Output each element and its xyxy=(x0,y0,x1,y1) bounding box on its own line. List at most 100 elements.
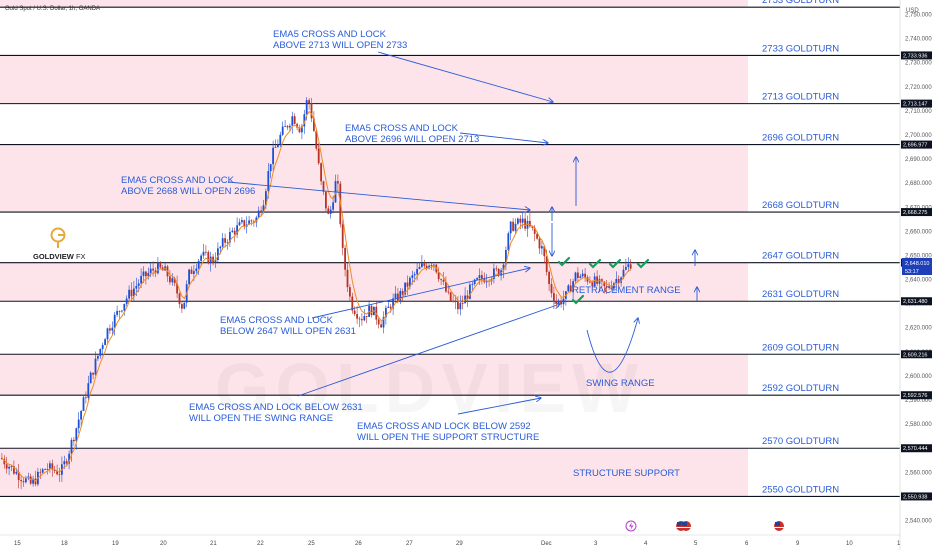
arrow-swing-range xyxy=(297,304,560,397)
time-tick-Dec: Dec xyxy=(541,541,552,547)
annotation-2713-line1: EMA5 CROSS AND LOCK xyxy=(273,29,387,40)
current-price-countdown: 53:17 xyxy=(905,269,919,275)
candle-body xyxy=(519,218,522,223)
candle-body xyxy=(469,284,471,299)
candle-body xyxy=(457,301,459,310)
candle-body xyxy=(197,260,200,269)
level-label-2713: 2713 GOLDTURN xyxy=(762,92,839,103)
level-tag-bg-2696 xyxy=(901,140,932,149)
candle-body xyxy=(572,281,574,292)
candle-body xyxy=(5,464,8,469)
candle-body xyxy=(224,238,226,243)
candle-body xyxy=(332,202,334,210)
candle-body xyxy=(454,301,457,303)
candle-body xyxy=(428,265,430,269)
candle-body xyxy=(44,469,46,470)
candle-body xyxy=(29,476,32,484)
candle-body xyxy=(421,263,423,267)
candle-body xyxy=(301,126,303,133)
annotation-2647-line2: BELOW 2647 WILL OPEN 2631 xyxy=(220,326,356,337)
time-tick-4: 4 xyxy=(644,541,648,547)
candle-body xyxy=(473,279,476,285)
annotation-2696-line1: EMA5 CROSS AND LOCK xyxy=(345,123,459,134)
candle-body xyxy=(209,256,212,264)
candle-body xyxy=(123,303,126,311)
candle-body xyxy=(562,298,565,305)
us-flag-event-icon-3[interactable] xyxy=(774,521,784,531)
level-tag-bg-2570 xyxy=(901,444,932,453)
current-price-tag: 2,648.010 53:17 xyxy=(902,258,932,275)
candle-body xyxy=(118,311,121,312)
candle-body xyxy=(337,181,339,184)
candle-body xyxy=(320,163,322,182)
candle-body xyxy=(361,319,363,321)
annotation-2647-line1: EMA5 CROSS AND LOCK xyxy=(220,315,334,326)
candle-body xyxy=(8,466,10,469)
candle-body xyxy=(377,319,380,325)
candle-body xyxy=(550,284,553,294)
us-flag-event-icon-2[interactable] xyxy=(681,521,691,531)
candle-body xyxy=(363,316,366,321)
candle-body xyxy=(77,419,80,429)
candle-body xyxy=(521,218,524,223)
price-tick-2620: 2,620.000 xyxy=(905,326,932,332)
candle-body xyxy=(440,279,442,280)
lightning-event-icon[interactable] xyxy=(625,520,637,532)
goldview-logo: GOLDVIEW FX xyxy=(33,227,86,261)
candle-body xyxy=(591,282,594,287)
level-tag-bg-2550 xyxy=(901,492,932,501)
price-tick-2540: 2,540.000 xyxy=(905,519,932,525)
annotation-2631-line2: WILL OPEN THE SWING RANGE xyxy=(189,413,333,424)
candle-body xyxy=(277,144,279,148)
candle-body xyxy=(46,469,49,470)
candle-body xyxy=(49,463,51,470)
candle-body xyxy=(430,265,433,266)
candle-body xyxy=(608,286,610,288)
level-tag-2592: 2,592.576 xyxy=(903,393,927,399)
level-tag-bg-2733 xyxy=(901,51,932,60)
candle-body xyxy=(82,397,85,411)
candle-body xyxy=(356,314,358,319)
candle-body xyxy=(257,210,260,218)
candle-body xyxy=(200,255,202,261)
candle-body xyxy=(169,276,171,283)
candle-body xyxy=(214,259,217,263)
candle-body xyxy=(255,217,258,223)
candle-body xyxy=(425,265,428,269)
candle-body xyxy=(579,276,582,278)
candle-body xyxy=(495,268,498,270)
candle-body xyxy=(137,283,140,286)
candle-body xyxy=(524,218,526,229)
candle-body xyxy=(260,210,262,213)
candle-body xyxy=(497,268,500,276)
level-band-4 xyxy=(0,354,748,396)
candle-body xyxy=(605,286,608,287)
annotation-2696: EMA5 CROSS AND LOCK ABOVE 2696 WILL OPEN… xyxy=(345,123,479,145)
candle-body xyxy=(145,271,147,277)
time-tick-27: 27 xyxy=(406,541,413,547)
symbol-title: Gold Spot / U.S. Dollar, 1h, OANDA xyxy=(5,6,100,12)
annotation-2668-line1: EMA5 CROSS AND LOCK xyxy=(121,175,235,186)
annotation-2668: EMA5 CROSS AND LOCK ABOVE 2668 WILL OPEN… xyxy=(121,175,255,197)
candle-body xyxy=(217,248,219,260)
level-tag-2631: 2,631.480 xyxy=(903,299,927,305)
time-tick-5: 5 xyxy=(694,541,698,547)
price-tick-2660: 2,660.000 xyxy=(905,229,932,235)
candle-body xyxy=(157,262,159,274)
candle-body xyxy=(514,223,517,231)
candle-body xyxy=(10,466,13,468)
candle-body xyxy=(267,171,270,192)
annotation-2713: EMA5 CROSS AND LOCK ABOVE 2713 WILL OPEN… xyxy=(273,29,407,51)
candle-body xyxy=(502,264,505,271)
annotation-2592-line2: WILL OPEN THE SUPPORT STRUCTURE xyxy=(357,432,539,443)
candle-body xyxy=(584,273,586,278)
time-tick-1: 1 xyxy=(897,541,901,547)
candle-body xyxy=(284,126,286,127)
candle-body xyxy=(181,304,183,309)
time-tick-9: 9 xyxy=(796,541,800,547)
level-band-5 xyxy=(0,448,748,497)
candle-body xyxy=(286,126,289,128)
arrow-from-2647 xyxy=(311,268,530,319)
candle-body xyxy=(15,471,18,474)
candle-body xyxy=(569,285,572,292)
